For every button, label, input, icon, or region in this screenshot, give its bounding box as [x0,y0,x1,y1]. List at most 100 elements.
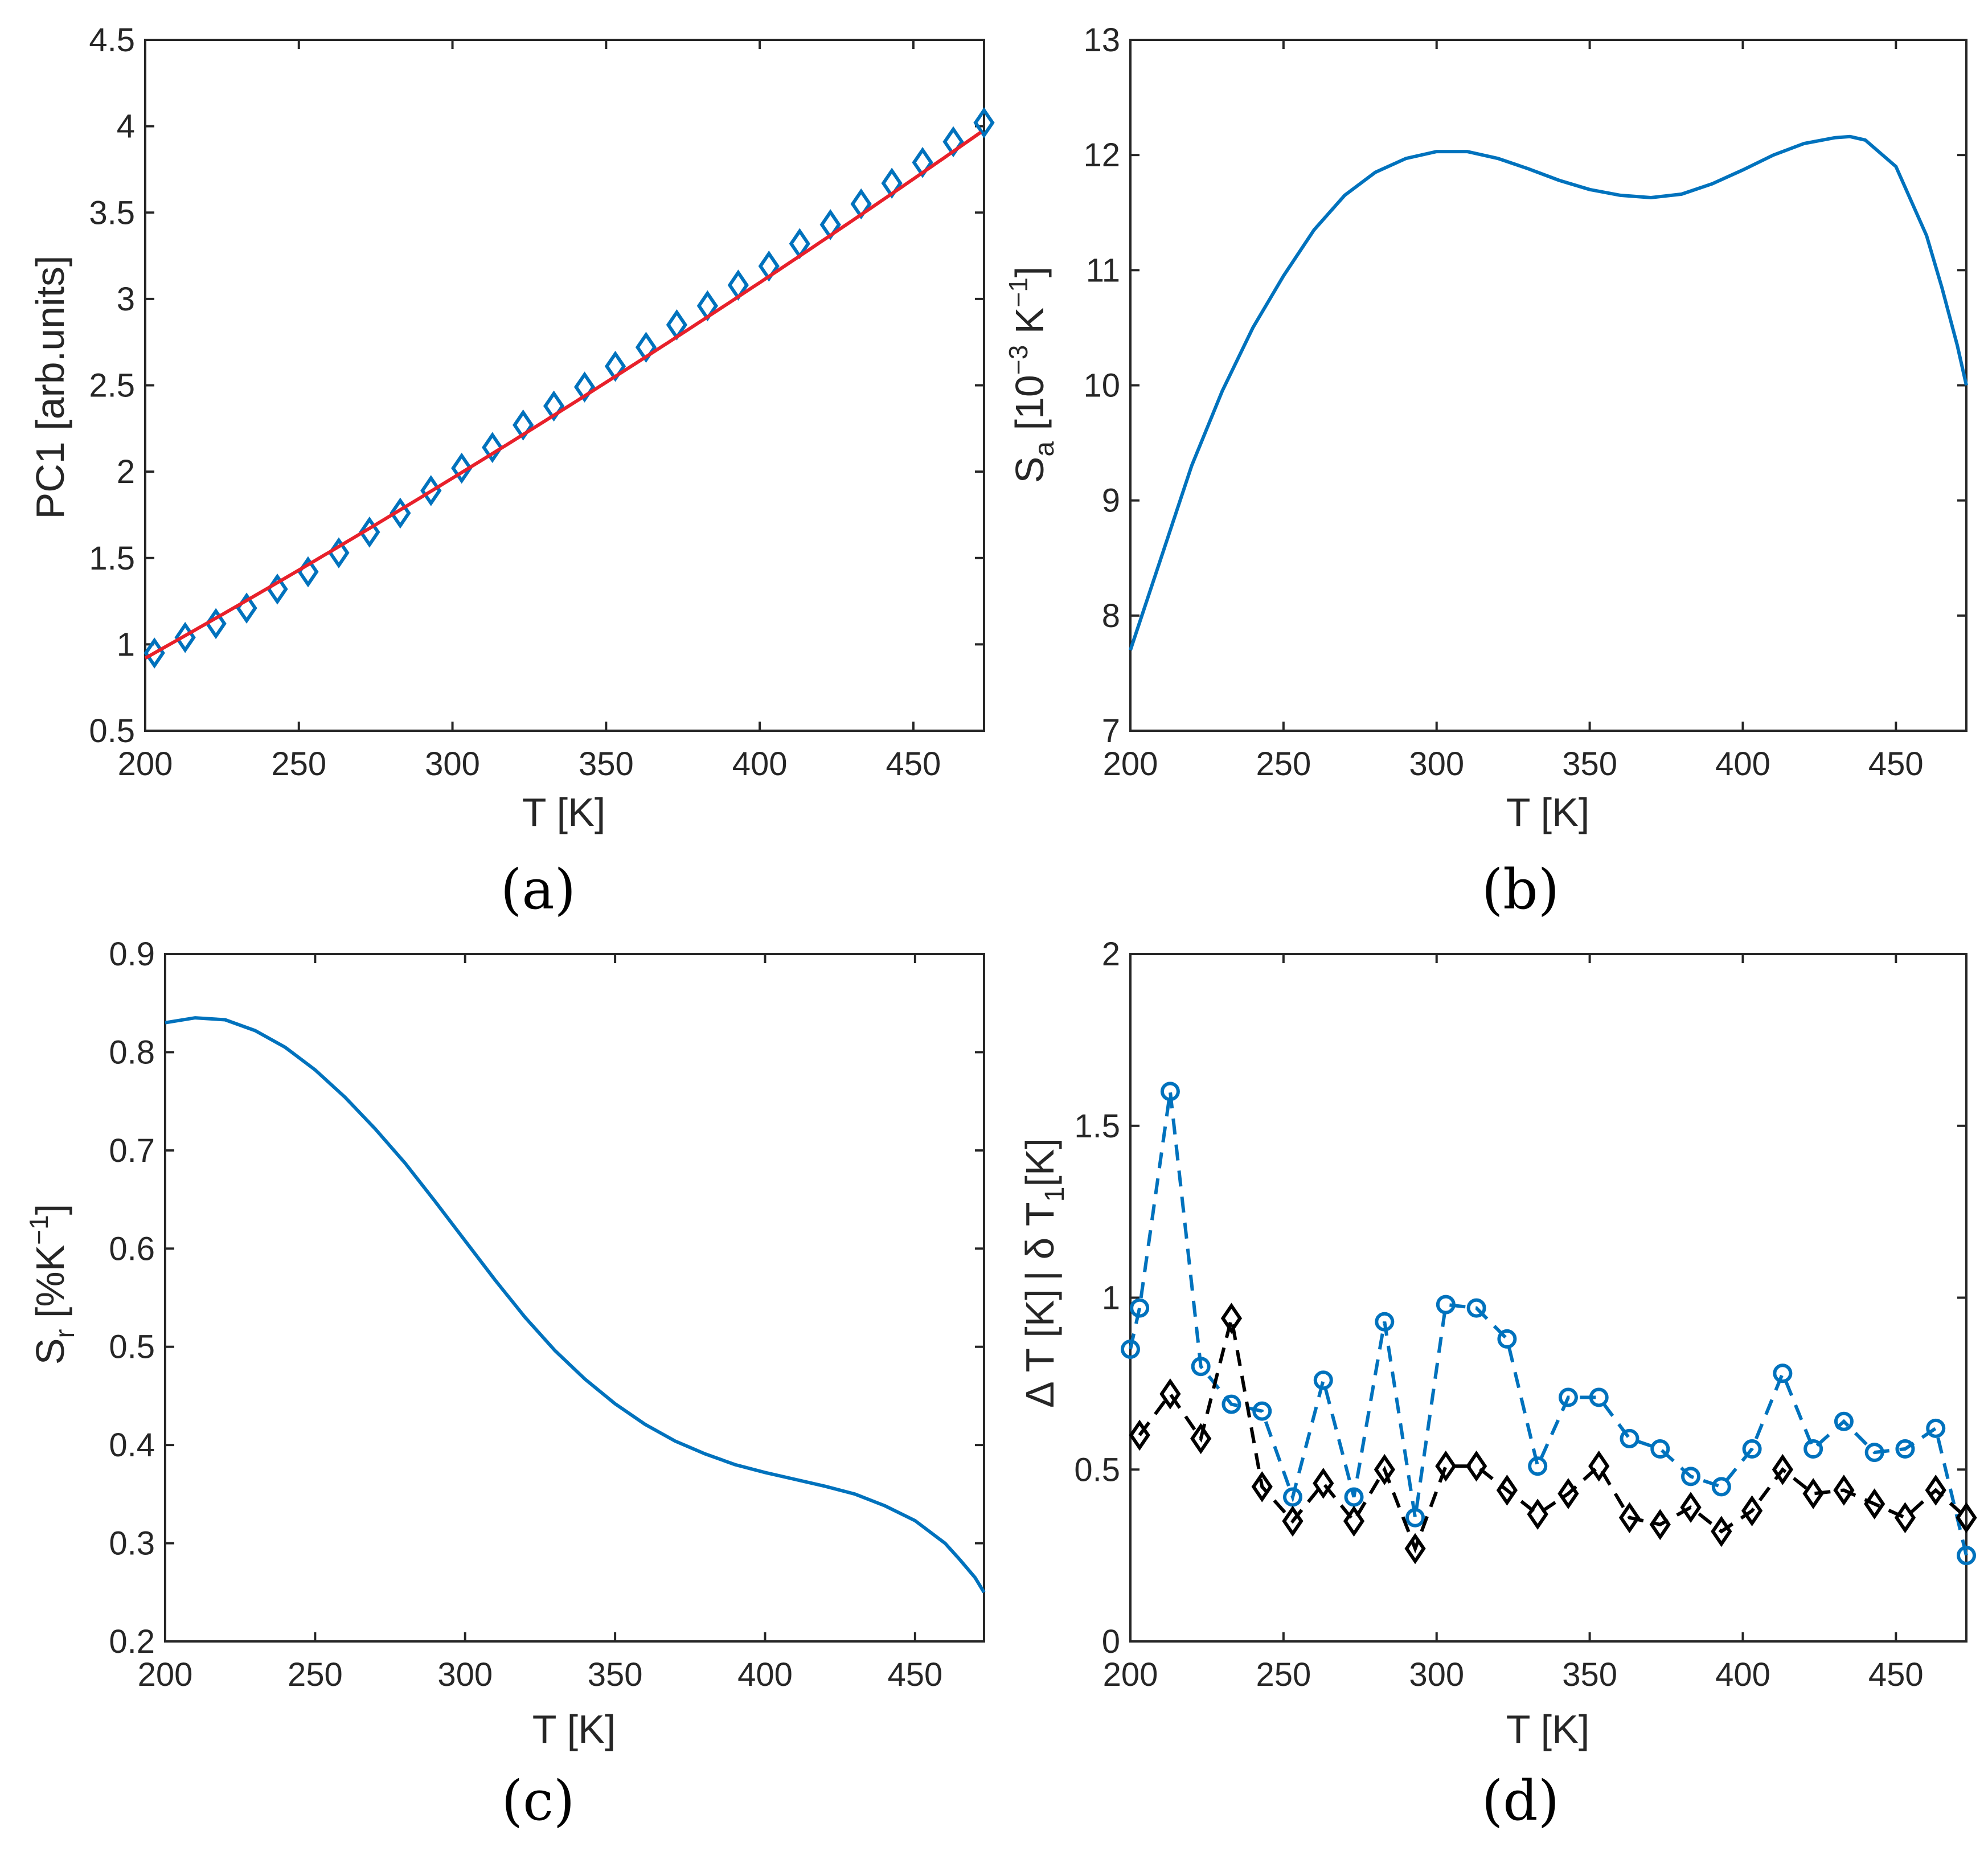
panel-a-series-0-point [942,126,964,158]
panel-a-plot: 200 250 300 350 400 450 0.5 1 1.5 2 2.5 3 3.5 4 4.5 [89,22,995,783]
panel-b-y-label-sup1: −3 [1003,345,1033,375]
panel-d-series-1-point [1220,1303,1243,1334]
panel-d-caption: (d) [1482,1769,1559,1833]
panel-d-series-0-point [1282,1487,1302,1507]
panel-d-series-1-point [1649,1509,1671,1541]
panel-d-y-tick-label: 1.5 [1074,1108,1120,1145]
panel-c-y-tick-label: 0.2 [109,1623,155,1660]
panel-d-series-0-point [1436,1295,1456,1314]
panel-d-y-label-part1: Δ T [K] [1018,1289,1062,1408]
panel-d-axes-box [1129,953,1967,1643]
panel-d-series-1-point [1374,1453,1395,1485]
panel-c-x-tick-label: 350 [588,1656,643,1693]
panel-c: Sr [%K−1] T [K] (c) [24,1204,616,1833]
panel-d-series-1-point [1741,1495,1763,1526]
panel-d-series-1-point [1343,1505,1365,1537]
panel-a-x-tick-label: 350 [579,746,634,783]
panel-d-y-label-part3: [K] [1018,1138,1062,1187]
panel-d-series-1-point [1313,1468,1334,1499]
panel-d-series-1-point [1956,1502,1977,1534]
panel-d-series-1-point [1496,1475,1518,1506]
panel-c-y-tick-label: 0.5 [109,1329,155,1366]
panel-d-x-tick-label: 450 [1868,1656,1924,1693]
panel-d-series-1-point [1190,1423,1212,1455]
panel-a-x-tick-label: 300 [425,746,480,783]
panel-b-y-tick-label: 12 [1083,137,1120,174]
panel-d-y-label: Δ T [K] | δ T1[K] [1018,1138,1070,1408]
panel-d-series-0-point [1497,1329,1517,1349]
panel-d-series-0-line [1129,1091,1968,1556]
panel-d-series-0-point [1130,1298,1150,1318]
panel-d-series-1-point [1833,1475,1855,1506]
panel-a-y-tick-label: 1.5 [89,540,135,577]
panel-d-x-tick-label: 300 [1409,1656,1464,1693]
panel-d-series-1-point [1129,1419,1150,1451]
panel-b-series-0-line [1129,134,1968,651]
panel-b-y-label: Sa [10−3 K−1] [1003,267,1060,484]
panel-d-series-0-point [1742,1439,1762,1459]
panel-d-y-tick-label: 2 [1102,936,1120,973]
panel-a-y-tick-label: 0.5 [89,712,135,750]
panel-d-series-1-line [1138,1317,1968,1554]
panel-a-y-label: PC1 [arb.units] [28,256,72,519]
panel-c-y-label-base: S [28,1338,72,1365]
panel-c-y-tick-label: 0.4 [109,1427,155,1464]
panel-b-y-label-sub: a [1030,441,1060,457]
panel-d-series-0-point [1681,1467,1701,1486]
panel-d-x-tick-label: 400 [1715,1656,1770,1693]
panel-b-x-tick-label: 250 [1256,746,1311,783]
panel-a-y-tick-label: 3.5 [89,194,135,231]
panel-d-x-tick-label: 250 [1256,1656,1311,1693]
panel-c-y-label-sup1: −1 [24,1215,54,1244]
panel-c-y-label: Sr [%K−1] [24,1204,80,1365]
panel-d-series-0-point [1589,1387,1609,1407]
panel-d-series-0-point [1803,1439,1823,1459]
panel-d-series-0-point [1344,1487,1364,1507]
panel-c-plot: 200 250 300 350 400 450 0.2 0.3 0.4 0.5 0.6 0.7 0.8 0… [109,936,986,1693]
panel-d-series-1-point [1466,1450,1487,1482]
panel-c-x-tick-label: 300 [437,1656,493,1693]
panel-d-series-1-point [1711,1516,1732,1547]
panel-a-y-tick-label: 1 [117,626,135,663]
panel-a-series-0-point [604,350,626,382]
panel-b-plot: 200 250 300 350 400 450 7 8 9 10 11 12 13 [1083,22,1968,783]
panel-a-series-0-point [390,497,411,529]
panel-a-caption: (a) [501,858,576,922]
panel-c-x-tick-label: 250 [288,1656,343,1693]
panel-a-series-0-point [451,452,473,484]
panel-a-series-0-point [359,516,380,548]
panel-b-caption: (b) [1482,858,1559,922]
panel-a: PC1 [arb.units] T [K] (a) [28,256,605,922]
panel-a-series-0-point [543,390,565,422]
panel-a-x-label: T [K] [522,790,606,834]
panel-d-series-1-point [1404,1533,1426,1565]
panel-d-series-0-point [1313,1370,1333,1390]
panel-d-plot: 200 250 300 350 400 450 0 0.5 1 1.5 2 [1074,936,1977,1693]
panel-d-x-tick-label: 350 [1562,1656,1617,1693]
panel-b-y-label-unit-post: ] [1007,267,1052,277]
panel-c-y-label-unit-post: ] [28,1204,72,1215]
panel-d-series-0-point [1191,1357,1211,1377]
panel-c-series-0-line [165,1016,986,1594]
panel-d-series-1-point [1680,1492,1702,1523]
panel-d-series-1-point [1251,1471,1273,1502]
panel-a-series-0-point [912,146,933,178]
panel-c-axes-box [164,953,985,1643]
panel-a-series-0-point [513,409,534,441]
panel-d-series-0-point [1895,1439,1915,1459]
panel-a-series-0-point [973,107,995,138]
panel-b-x-label: T [K] [1506,790,1590,834]
panel-a-series-0-point [758,250,780,282]
panel-c-y-tick-label: 0.7 [109,1132,155,1169]
panel-d-series-0-point [1834,1411,1854,1431]
panel-b-axes-box [1129,39,1967,732]
panel-d-series-1-point [1159,1378,1181,1410]
panel-b-y-label-base: S [1007,457,1052,484]
panel-d-series-1-point [1527,1498,1548,1530]
panel-b-x-tick-label: 300 [1409,746,1464,783]
panel-a-y-tick-label: 4 [117,108,135,145]
panel-d-series-1-point [1435,1450,1457,1482]
panel-d-series-1-point [1772,1453,1793,1485]
panel-b-x-tick-label: 450 [1868,746,1924,783]
panel-a-fit-line [144,130,982,660]
